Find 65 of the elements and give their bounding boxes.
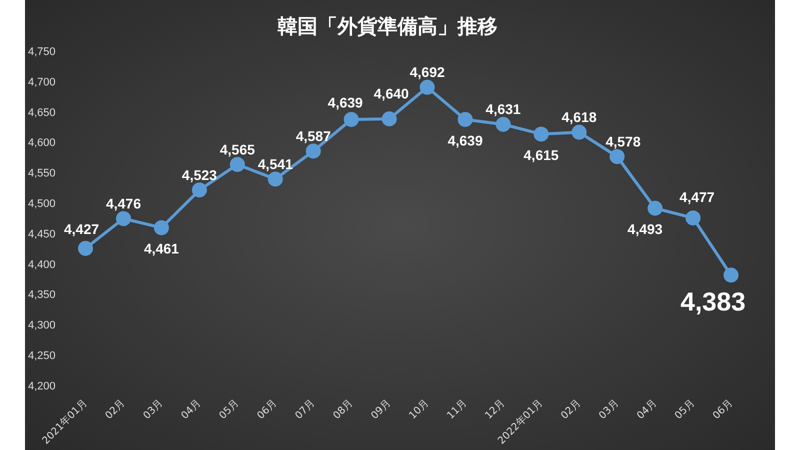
y-tick-label: 4,650 xyxy=(28,106,56,119)
data-label: 4,565 xyxy=(220,141,256,158)
point xyxy=(116,211,131,226)
x-tick-label: 12月 xyxy=(483,398,508,422)
point xyxy=(458,112,473,127)
y-tick-label: 4,250 xyxy=(28,350,56,362)
data-label: 4,639 xyxy=(448,132,483,148)
data-label: 4,615 xyxy=(524,146,559,163)
data-label: 4,578 xyxy=(606,133,641,150)
y-tick-label: 4,600 xyxy=(28,137,56,150)
x-tick-label: 04月 xyxy=(180,398,204,422)
data-label: 4,476 xyxy=(106,195,142,212)
x-tick-label: 03月 xyxy=(597,398,622,422)
data-label: 4,493 xyxy=(628,221,663,238)
x-tick-label: 02月 xyxy=(559,398,584,422)
point xyxy=(192,182,207,198)
point xyxy=(496,116,511,132)
data-label: 4,692 xyxy=(410,64,445,80)
point xyxy=(382,111,397,126)
data-label: 4,631 xyxy=(486,101,521,118)
point xyxy=(572,124,587,140)
x-tick-label: 07月 xyxy=(293,398,318,422)
data-label: 4,640 xyxy=(374,86,410,102)
x-tick-label: 02月 xyxy=(104,398,128,422)
x-tick-label: 08月 xyxy=(331,398,356,422)
y-tick-label: 4,500 xyxy=(28,198,56,210)
point xyxy=(230,156,245,172)
point xyxy=(154,220,169,236)
data-label: 4,639 xyxy=(328,94,364,110)
x-tick-label: 06月 xyxy=(255,398,280,422)
data-label: 4,461 xyxy=(144,240,180,257)
x-tick-label: 10月 xyxy=(407,398,432,422)
data-label: 4,523 xyxy=(182,166,218,183)
data-label: 4,477 xyxy=(680,188,715,205)
data-label: 4,541 xyxy=(258,156,294,172)
data-label: 4,587 xyxy=(296,128,332,144)
point xyxy=(306,144,321,159)
point xyxy=(724,268,739,283)
x-tick-label: 04月 xyxy=(635,398,660,422)
point xyxy=(686,210,701,226)
y-tick-label: 4,400 xyxy=(28,258,56,271)
point xyxy=(610,149,625,164)
y-tick-label: 4,450 xyxy=(28,228,56,240)
y-tick-label: 4,350 xyxy=(28,289,56,302)
point xyxy=(344,112,359,127)
point xyxy=(534,126,549,142)
y-tick-label: 4,200 xyxy=(28,380,56,392)
x-tick-label: 09月 xyxy=(369,398,394,422)
x-tick-label: 06月 xyxy=(711,398,735,422)
point xyxy=(420,80,435,95)
x-tick-label: 05月 xyxy=(217,398,242,422)
x-tick-label: 03月 xyxy=(142,398,166,422)
point xyxy=(268,172,283,187)
data-label: 4,618 xyxy=(562,109,597,126)
data-label: 4,427 xyxy=(64,221,100,238)
point xyxy=(648,200,663,216)
chart-title: 韓国「外貨準備高」推移 xyxy=(278,14,498,38)
x-tick-label: 11月 xyxy=(445,398,470,422)
x-tick-label: 05月 xyxy=(673,398,697,422)
point xyxy=(78,240,94,256)
y-tick-label: 4,300 xyxy=(28,320,56,332)
y-tick-label: 4,550 xyxy=(28,168,56,180)
y-tick-label: 4,700 xyxy=(28,76,56,88)
y-tick-label: 4,750 xyxy=(28,46,56,58)
data-label: 4,383 xyxy=(680,286,746,316)
